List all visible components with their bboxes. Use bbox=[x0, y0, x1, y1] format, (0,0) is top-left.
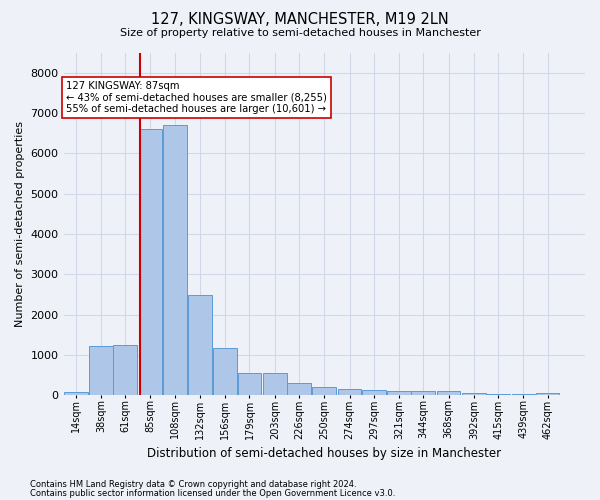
X-axis label: Distribution of semi-detached houses by size in Manchester: Distribution of semi-detached houses by … bbox=[147, 447, 502, 460]
Text: Size of property relative to semi-detached houses in Manchester: Size of property relative to semi-detach… bbox=[119, 28, 481, 38]
Bar bbox=[89, 346, 113, 395]
Bar bbox=[113, 345, 137, 395]
Text: Contains public sector information licensed under the Open Government Licence v3: Contains public sector information licen… bbox=[30, 489, 395, 498]
Bar bbox=[64, 392, 88, 395]
Bar bbox=[214, 348, 237, 395]
Bar bbox=[486, 394, 510, 395]
Bar bbox=[287, 382, 311, 395]
Bar bbox=[263, 373, 287, 395]
Y-axis label: Number of semi-detached properties: Number of semi-detached properties bbox=[15, 121, 25, 327]
Bar bbox=[313, 387, 336, 395]
Bar bbox=[536, 393, 559, 395]
Bar bbox=[139, 129, 163, 395]
Bar bbox=[512, 394, 535, 395]
Bar bbox=[338, 390, 361, 395]
Bar bbox=[462, 393, 486, 395]
Text: 127 KINGSWAY: 87sqm
← 43% of semi-detached houses are smaller (8,255)
55% of sem: 127 KINGSWAY: 87sqm ← 43% of semi-detach… bbox=[65, 80, 326, 114]
Bar bbox=[188, 295, 212, 395]
Bar bbox=[238, 373, 262, 395]
Bar bbox=[412, 392, 435, 395]
Bar bbox=[437, 392, 460, 395]
Text: 127, KINGSWAY, MANCHESTER, M19 2LN: 127, KINGSWAY, MANCHESTER, M19 2LN bbox=[151, 12, 449, 28]
Bar bbox=[362, 390, 386, 395]
Text: Contains HM Land Registry data © Crown copyright and database right 2024.: Contains HM Land Registry data © Crown c… bbox=[30, 480, 356, 489]
Bar bbox=[163, 125, 187, 395]
Bar bbox=[387, 391, 411, 395]
